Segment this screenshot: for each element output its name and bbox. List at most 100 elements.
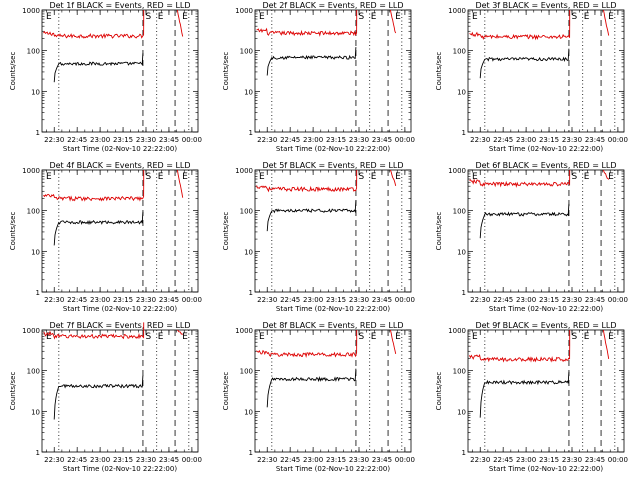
y-tick-label: 1000: [22, 327, 40, 335]
marker-letter: E: [371, 12, 377, 22]
lld-series-line: [43, 322, 145, 340]
x-tick-label: 23:15: [113, 136, 133, 144]
x-tick-label: 23:45: [372, 296, 392, 304]
x-tick-label: 23:15: [113, 456, 133, 464]
y-axis-label: Counts/sec: [222, 52, 230, 91]
y-tick-label: 1: [462, 129, 466, 137]
y-tick-label: 10: [31, 88, 40, 96]
marker-letter: E: [158, 332, 164, 342]
y-tick-label: 10: [457, 88, 466, 96]
y-tick-label: 10: [31, 408, 40, 416]
x-tick-label: 23:15: [539, 136, 559, 144]
plot-frame: [41, 9, 199, 133]
plot-frame: [41, 329, 199, 453]
x-tick-label: 23:30: [562, 456, 582, 464]
x-tick-label: 22:30: [257, 136, 277, 144]
marker-letter: E: [395, 332, 401, 342]
x-axis-label: Start Time (02-Nov-10 22:22:00): [276, 145, 390, 153]
x-tick-label: 00:00: [608, 456, 628, 464]
x-tick-label: 23:00: [90, 296, 110, 304]
y-tick-label: 1: [249, 449, 253, 457]
panel-title: Det 5f BLACK = Events, RED = LLD: [262, 161, 403, 170]
y-axis-label: Counts/sec: [435, 52, 443, 91]
y-tick-label: 1000: [448, 167, 466, 175]
detector-panel: Det 3f BLACK = Events, RED = LLD 1 10 100 10…: [435, 1, 628, 153]
x-tick-label: 22:45: [67, 296, 87, 304]
y-tick-label: 100: [453, 208, 466, 216]
y-tick-label: 100: [240, 48, 253, 56]
events-series-line: [479, 203, 570, 239]
marker-letter: E: [371, 332, 377, 342]
events-series-line: [53, 211, 144, 246]
x-tick-label: 22:45: [280, 136, 300, 144]
x-axis-label: Start Time (02-Nov-10 22:22:00): [489, 465, 603, 473]
detector-panel: Det 7f BLACK = Events, RED = LLD 1 10 100 10…: [9, 321, 202, 473]
events-series-line: [53, 375, 144, 420]
y-tick-label: 10: [244, 408, 253, 416]
x-tick-label: 23:45: [372, 456, 392, 464]
lld-series-line: [43, 10, 145, 40]
lld-series-line: [469, 10, 571, 41]
x-tick-label: 22:30: [257, 296, 277, 304]
x-tick-label: 22:45: [493, 136, 513, 144]
marker-letter: E: [46, 12, 52, 22]
marker-letter: S: [571, 172, 577, 182]
plot-frame: [254, 9, 412, 133]
y-tick-label: 1000: [22, 167, 40, 175]
plot-frame: [467, 329, 625, 453]
x-tick-label: 23:00: [90, 136, 110, 144]
x-tick-label: 22:30: [470, 136, 490, 144]
marker-letter: E: [472, 12, 478, 22]
panel-title: Det 4f BLACK = Events, RED = LLD: [49, 161, 190, 170]
y-tick-label: 10: [31, 248, 40, 256]
marker-letter: E: [608, 332, 614, 342]
y-axis-label: Counts/sec: [435, 372, 443, 411]
lld-series-line: [256, 170, 358, 193]
x-tick-label: 00:00: [608, 296, 628, 304]
x-tick-label: 00:00: [182, 456, 202, 464]
x-axis-label: Start Time (02-Nov-10 22:22:00): [276, 305, 390, 313]
y-tick-label: 1000: [235, 327, 253, 335]
x-tick-label: 23:00: [303, 456, 323, 464]
marker-letter: E: [182, 12, 188, 22]
marker-letter: E: [472, 172, 478, 182]
panel-title: Det 7f BLACK = Events, RED = LLD: [49, 321, 190, 330]
y-axis-label: Counts/sec: [435, 212, 443, 251]
detector-panel: Det 9f BLACK = Events, RED = LLD 1 10 100 10…: [435, 321, 628, 473]
detector-panel: Det 2f BLACK = Events, RED = LLD 1 10 100 10…: [222, 1, 415, 153]
marker-letter: S: [145, 172, 151, 182]
x-tick-label: 23:00: [303, 296, 323, 304]
x-axis-label: Start Time (02-Nov-10 22:22:00): [489, 305, 603, 313]
x-tick-label: 23:30: [136, 296, 156, 304]
lld-series-line: [469, 330, 571, 363]
lld-series-line: [176, 9, 184, 37]
x-tick-label: 00:00: [395, 136, 415, 144]
plot-frame: [254, 329, 412, 453]
marker-letter: E: [158, 12, 164, 22]
lld-series-line: [469, 170, 571, 188]
x-axis-label: Start Time (02-Nov-10 22:22:00): [276, 465, 390, 473]
lld-series-line: [389, 329, 397, 354]
detector-panel: Det 6f BLACK = Events, RED = LLD 1 10 100 10…: [435, 161, 628, 313]
x-tick-label: 23:00: [516, 296, 536, 304]
y-tick-label: 10: [457, 408, 466, 416]
y-tick-label: 1: [462, 449, 466, 457]
y-tick-label: 100: [27, 208, 40, 216]
y-tick-label: 100: [240, 368, 253, 376]
y-axis-label: Counts/sec: [9, 52, 17, 91]
x-tick-label: 00:00: [182, 136, 202, 144]
x-tick-label: 23:15: [113, 296, 133, 304]
x-tick-label: 23:15: [539, 296, 559, 304]
y-tick-label: 1: [462, 289, 466, 297]
x-tick-label: 23:30: [136, 456, 156, 464]
panel-title: Det 8f BLACK = Events, RED = LLD: [262, 321, 403, 330]
marker-letter: S: [571, 12, 577, 22]
y-tick-label: 100: [27, 48, 40, 56]
x-tick-label: 00:00: [395, 456, 415, 464]
plot-frame: [254, 169, 412, 293]
x-tick-label: 23:45: [159, 136, 179, 144]
detector-panel: Det 5f BLACK = Events, RED = LLD 1 10 100 10…: [222, 161, 415, 313]
x-tick-label: 23:15: [326, 136, 346, 144]
x-tick-label: 22:30: [44, 136, 64, 144]
plot-frame: [467, 9, 625, 133]
